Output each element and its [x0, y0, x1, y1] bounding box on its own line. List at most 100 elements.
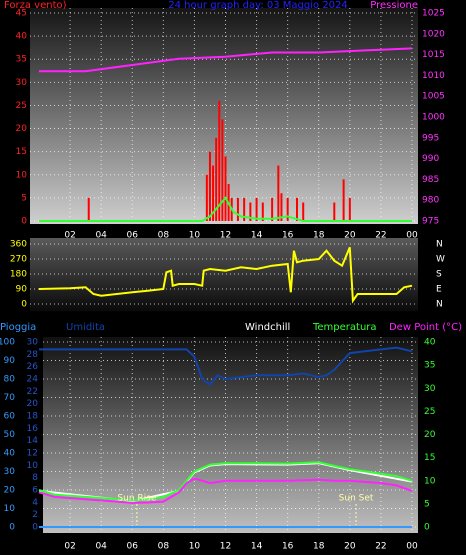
y-tick-label: 30	[4, 467, 16, 477]
y-tick-label: 60	[4, 412, 16, 422]
y3-tick-label: 30	[27, 338, 39, 348]
wind-bar	[271, 197, 274, 221]
wind-bar	[236, 197, 239, 221]
y2-tick-label: 980	[422, 196, 439, 206]
x-tick-label: 06	[127, 231, 139, 241]
x-tick-label: 12	[220, 231, 231, 241]
series-line	[39, 196, 412, 222]
wind-bar	[215, 137, 218, 221]
y-tick-label: 40	[16, 32, 28, 42]
wind-bar	[221, 119, 224, 221]
y-tick-label: 15	[16, 147, 27, 157]
legend-label: Windchill	[245, 322, 290, 333]
y-tick-label: 45	[16, 9, 27, 19]
wind-bar	[243, 197, 246, 221]
y3-tick-label: 6	[32, 486, 38, 496]
y2-tick-label: N	[436, 240, 443, 250]
y-tick-label: 180	[10, 270, 27, 280]
y-tick-label: 20	[16, 124, 28, 134]
wind-bar	[208, 151, 211, 221]
y-tick-label: 5	[21, 193, 27, 203]
x-tick-label: 10	[189, 542, 201, 552]
x-tick-label: 02	[64, 231, 75, 241]
legend-label: Dew Point (°C)	[389, 322, 462, 333]
x-tick-label: 20	[344, 231, 356, 241]
y2-tick-label: 1005	[422, 92, 445, 102]
wind-bar	[348, 197, 351, 221]
wind-bar	[87, 197, 90, 221]
x-tick-label: 08	[158, 231, 170, 241]
y-tick-label: 100	[0, 338, 15, 348]
annotation: Sun Set	[339, 494, 374, 504]
panel	[30, 238, 418, 311]
y-tick-label: 0	[21, 217, 27, 227]
y-tick-label: 20	[4, 486, 16, 496]
wind-bar	[249, 202, 252, 221]
y2-tick-label: 0	[424, 523, 430, 533]
y-tick-label: 50	[4, 430, 16, 440]
legend-label: Pioggia	[0, 322, 36, 333]
wind-bar	[218, 100, 221, 221]
y2-tick-label: E	[436, 285, 442, 295]
annotation: Sun Rise	[117, 494, 156, 504]
y2-tick-label: 985	[422, 175, 439, 185]
y3-tick-label: 8	[32, 473, 38, 483]
x-tick-label: 08	[158, 542, 170, 552]
x-tick-label: 18	[313, 231, 325, 241]
wind-bar	[342, 179, 345, 221]
y3-tick-label: 10	[27, 461, 39, 471]
y3-tick-label: 24	[27, 375, 39, 385]
y-tick-label: 25	[16, 101, 27, 111]
axis-label: Pressione	[370, 0, 418, 11]
y2-tick-label: 10	[424, 476, 436, 486]
y-tick-label: 35	[16, 55, 27, 65]
x-tick-label: 00	[406, 542, 418, 552]
wind-bar	[255, 197, 258, 221]
x-tick-label: 14	[251, 231, 263, 241]
wind-bar	[277, 165, 280, 221]
y-tick-label: 360	[10, 240, 27, 250]
series-line	[38, 477, 413, 504]
y2-tick-label: 975	[422, 217, 439, 227]
wind-bar	[302, 202, 305, 221]
y3-tick-label: 28	[27, 350, 39, 360]
x-tick-label: 04	[95, 231, 107, 241]
x-tick-label: 00	[406, 231, 418, 241]
wind-bar	[224, 156, 227, 221]
x-tick-label: 04	[95, 542, 107, 552]
y2-tick-label: 30	[424, 384, 436, 394]
y2-tick-label: 35	[424, 361, 435, 371]
y2-tick-label: 1010	[422, 71, 445, 81]
y-tick-label: 90	[16, 285, 28, 295]
y2-tick-label: 1020	[422, 29, 445, 39]
y3-tick-label: 22	[27, 387, 38, 397]
y3-tick-label: 12	[27, 449, 38, 459]
series-line	[38, 461, 413, 502]
y2-tick-label: 20	[424, 430, 436, 440]
y2-tick-label: 1000	[422, 113, 445, 123]
x-tick-label: 12	[220, 542, 231, 552]
y2-tick-label: 25	[424, 407, 435, 417]
legend-label: Temperatura	[312, 322, 377, 333]
panel	[30, 8, 418, 224]
y-tick-label: 70	[4, 393, 16, 403]
y3-tick-label: 0	[32, 523, 38, 533]
y3-tick-label: 18	[27, 412, 39, 422]
y2-tick-label: 1025	[422, 9, 445, 19]
x-tick-label: 22	[375, 542, 386, 552]
chart-title: 24 hour graph day: 03 Maggio 2024	[168, 0, 348, 11]
y2-tick-label: 40	[424, 338, 436, 348]
y3-tick-label: 14	[27, 436, 39, 446]
x-tick-label: 22	[375, 231, 386, 241]
series-line	[38, 246, 413, 304]
x-tick-label: 10	[189, 231, 201, 241]
y2-tick-label: 15	[424, 453, 435, 463]
y-tick-label: 0	[9, 523, 15, 533]
axis-label: Forza vento)	[4, 0, 67, 11]
y3-tick-label: 2	[32, 510, 38, 520]
wind-bar	[261, 202, 264, 221]
x-tick-label: 16	[282, 542, 294, 552]
y3-tick-label: 26	[27, 362, 39, 372]
y3-tick-label: 20	[27, 399, 39, 409]
x-tick-label: 02	[64, 542, 75, 552]
